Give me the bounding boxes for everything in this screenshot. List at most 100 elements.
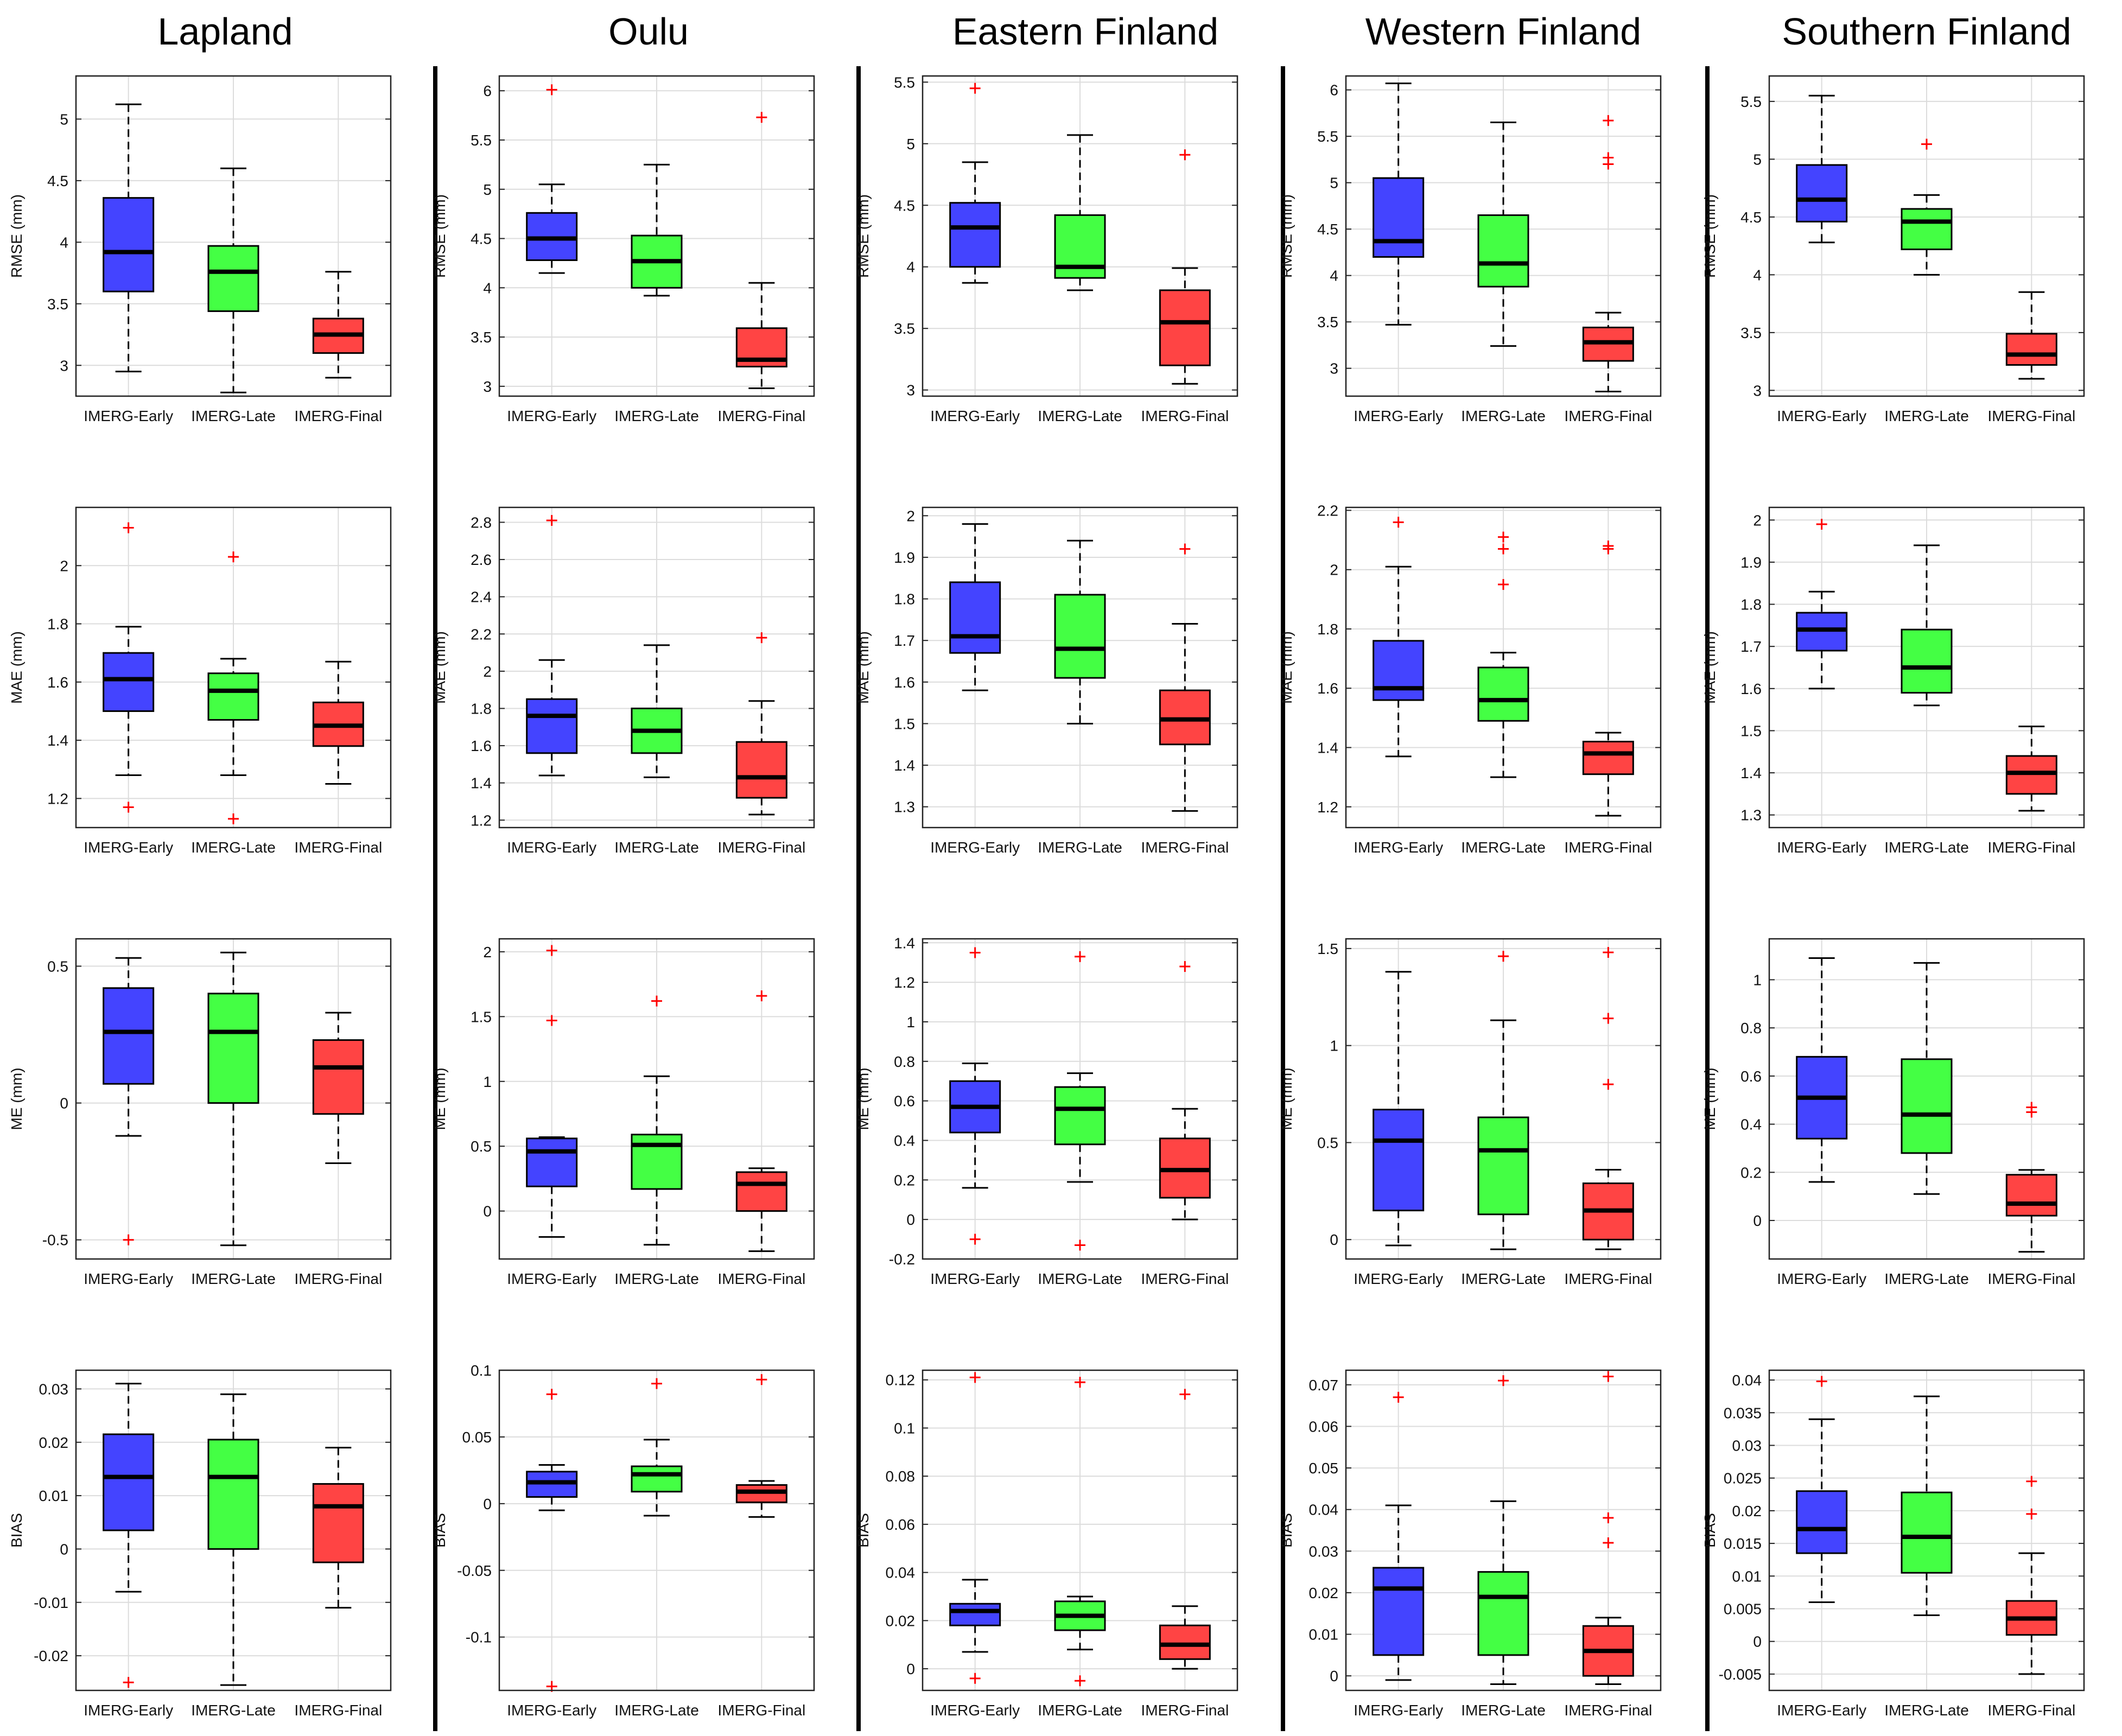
outlier-marker	[1603, 1371, 1614, 1382]
y-tick-label: 1.2	[471, 812, 492, 829]
y-tick-label: 0.02	[39, 1434, 69, 1451]
y-tick-label: 0.4	[1740, 1116, 1762, 1133]
y-axis-label: RMSE (mm)	[431, 194, 448, 278]
y-tick-label: 1.9	[1740, 554, 1762, 571]
box-imerg-early	[526, 84, 578, 274]
y-tick-label: 0.02	[886, 1612, 916, 1629]
x-tick-label: IMERG-Late	[614, 839, 699, 856]
y-tick-label: 1.6	[471, 737, 492, 754]
box-body	[949, 1603, 1001, 1626]
box-body	[1477, 214, 1529, 288]
plot-frame	[1768, 938, 2085, 1260]
y-tick-label: 0.5	[47, 958, 68, 975]
box-imerg-late	[1054, 539, 1106, 724]
panel-southern-finland-bias: -0.005 0 0.005 0.01 0.015 0.02 0.025 0.03 0.035 0…	[1701, 1369, 2085, 1719]
outlier-marker	[969, 1233, 981, 1245]
y-tick-label: 2	[483, 944, 492, 961]
y-tick-label: 0.2	[894, 1172, 915, 1188]
box-imerg-late	[631, 995, 683, 1246]
x-tick-label: IMERG-Early	[84, 1270, 173, 1287]
y-tick-label: 1	[1330, 1038, 1338, 1054]
x-tick-label: IMERG-Early	[84, 839, 173, 856]
x-tick-label: IMERG-Final	[1564, 1270, 1652, 1287]
y-tick-label: 5.5	[1740, 93, 1762, 110]
box-imerg-late	[207, 951, 259, 1247]
box-body	[1373, 177, 1425, 258]
box-imerg-final	[312, 1012, 364, 1165]
box-body	[207, 1439, 259, 1550]
box-body	[1901, 1058, 1953, 1154]
y-tick-label: 3.5	[471, 329, 492, 346]
x-tick-label: IMERG-Late	[191, 408, 276, 424]
box-imerg-final	[735, 632, 787, 816]
y-tick-label: 0	[1330, 1668, 1338, 1684]
outlier-marker	[228, 813, 239, 824]
y-tick-label: 1.6	[1317, 680, 1338, 697]
box-body	[631, 1465, 683, 1493]
box-body	[1582, 741, 1634, 775]
box-body	[2005, 1174, 2057, 1217]
y-tick-label: 0.06	[886, 1516, 916, 1533]
y-tick-label: 3	[483, 378, 492, 395]
outlier-marker	[1603, 115, 1614, 126]
plot-frame	[1768, 75, 2085, 397]
box-imerg-final	[312, 271, 364, 379]
panel-oulu-rmse: 3 3.5 4 4.5 5 5.5 6 RMSE (mm) IMERG-Early IMERG-L…	[431, 75, 815, 424]
outlier-marker	[969, 947, 981, 958]
y-tick-label: 1.8	[47, 616, 68, 633]
y-axis-label: MAE (mm)	[1701, 631, 1718, 704]
plot-frame	[498, 938, 815, 1260]
outlier-marker	[1498, 543, 1509, 555]
y-tick-label: 4.5	[47, 173, 68, 189]
y-tick-label: 0	[60, 1541, 68, 1557]
box-imerg-early	[1796, 957, 1848, 1183]
y-tick-label: 1.4	[1740, 765, 1762, 781]
x-tick-label: IMERG-Early	[930, 408, 1020, 424]
y-tick-label: 0.12	[886, 1372, 916, 1389]
y-axis-label: ME (mm)	[855, 1067, 872, 1130]
column-separator	[1281, 66, 1285, 1731]
plot-frame	[1345, 1369, 1662, 1692]
box-body	[949, 202, 1001, 268]
plot-frame	[922, 506, 1238, 829]
y-tick-label: 5	[906, 136, 915, 152]
y-tick-label: 0.01	[1309, 1626, 1339, 1643]
panel-western-finland-mae: 1.2 1.4 1.6 1.8 2 2.2 MAE (mm) IMERG-Early IMERG…	[1278, 502, 1662, 856]
outlier-marker	[1603, 1537, 1614, 1548]
box-imerg-early	[1373, 971, 1425, 1247]
y-tick-label: 1.4	[894, 934, 915, 951]
column-separator	[433, 66, 437, 1731]
panel-oulu-mae: 1.2 1.4 1.6 1.8 2 2.2 2.4 2.6 2.8 MAE (mm) IMERG-E…	[431, 506, 815, 856]
outlier-marker	[1603, 1013, 1614, 1024]
x-tick-label: IMERG-Late	[614, 1270, 699, 1287]
plot-frame	[498, 75, 815, 397]
y-tick-label: 1.2	[894, 974, 915, 991]
x-tick-label: IMERG-Late	[1038, 839, 1122, 856]
outlier-marker	[1075, 1675, 1085, 1687]
plot-frame	[922, 1369, 1238, 1692]
box-imerg-final	[1159, 1389, 1211, 1670]
box-body	[1373, 1567, 1425, 1656]
y-tick-label: 0	[1753, 1212, 1762, 1229]
y-tick-label: 0.4	[894, 1132, 915, 1149]
panel-southern-finland-mae: 1.3 1.4 1.5 1.6 1.7 1.8 1.9 2 MAE (mm) IMERG-Earl…	[1701, 506, 2085, 856]
region-title-oulu: Oulu	[608, 10, 689, 53]
y-tick-label: 4.5	[471, 231, 492, 247]
y-tick-label: 5.5	[471, 132, 492, 149]
y-tick-label: -0.5	[42, 1232, 68, 1249]
outlier-marker	[2026, 1476, 2037, 1487]
box-imerg-early	[1373, 1391, 1425, 1681]
y-tick-label: 3	[60, 357, 68, 374]
x-tick-label: IMERG-Late	[1461, 1270, 1546, 1287]
y-tick-label: 6	[483, 82, 492, 99]
outlier-marker	[1179, 543, 1191, 555]
outlier-marker	[1921, 138, 1932, 150]
x-tick-label: IMERG-Final	[717, 1702, 805, 1719]
y-tick-label: 0.015	[1724, 1535, 1762, 1552]
y-tick-label: 0.1	[894, 1420, 915, 1436]
plot-frame	[922, 75, 1238, 397]
box-imerg-final	[735, 990, 787, 1252]
x-tick-label: IMERG-Early	[507, 1702, 596, 1719]
y-tick-label: 1.8	[894, 591, 915, 608]
x-tick-label: IMERG-Late	[191, 839, 276, 856]
